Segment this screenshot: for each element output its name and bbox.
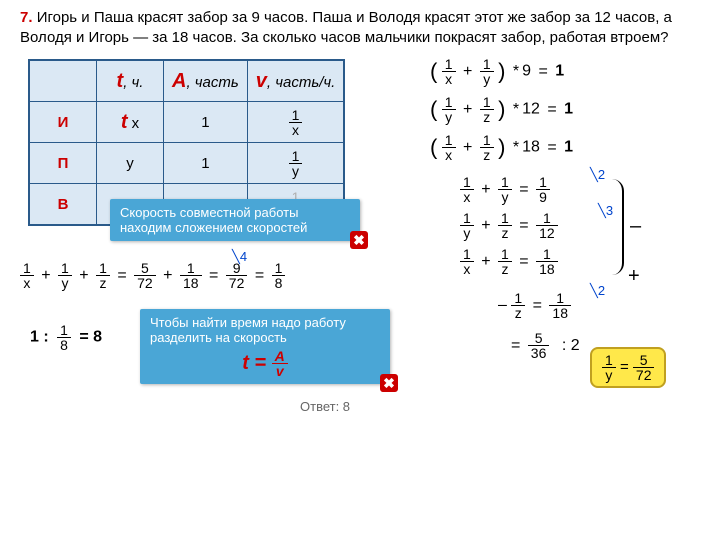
solution-area: t, ч. A, часть v, часть/ч. И t x 1 1x П …: [0, 51, 720, 501]
close-icon[interactable]: ✖: [380, 374, 398, 392]
problem-statement: 7. Игорь и Паша красят забор за 9 часов.…: [0, 0, 720, 51]
answer-highlight: 1y = 572: [590, 347, 666, 388]
table-row: И t x 1 1x: [29, 102, 344, 143]
plus-sign: +: [628, 265, 640, 288]
time-calc: 1 : 18 = 8: [30, 323, 102, 352]
sum-eq: 1x + 1y + 1z = 572 + 118 = 972 = 18: [20, 261, 285, 290]
problem-body: Игорь и Паша красят забор за 9 часов. Па…: [20, 9, 672, 46]
annot-sub: ╲2: [590, 283, 605, 299]
sys-eq-2: ( 1y + 1z ) *12 = 1: [430, 95, 573, 124]
close-icon[interactable]: ✖: [350, 231, 368, 249]
sys2-eq-2: 1y + 1z = 112: [460, 211, 558, 240]
formula-t: t = Av: [242, 352, 288, 374]
sys-eq-1: ( 1x + 1y ) *9 = 1: [430, 57, 564, 86]
problem-number: 7.: [20, 9, 33, 26]
minus-sign: –: [630, 215, 641, 238]
sub2-eq: = 536 : 2: [508, 331, 583, 360]
table-row: П y 1 1y: [29, 143, 344, 184]
final-answer: Ответ: 8: [300, 399, 350, 414]
annot-sum: ╲4: [232, 249, 247, 265]
sys2-eq-3: 1x + 1z = 118: [460, 247, 558, 276]
sys-eq-3: ( 1x + 1z ) *18 = 1: [430, 133, 573, 162]
sub-eq: – 1z = 118: [498, 291, 571, 320]
sys2-eq-1: 1x + 1y = 19: [460, 175, 550, 204]
annot-2: ╲2: [590, 167, 605, 183]
tooltip-time: Чтобы найти время надо работу разделить …: [140, 309, 390, 384]
tooltip-speed: Скорость совместной работы находим сложе…: [110, 199, 360, 241]
brace-icon: [612, 179, 624, 275]
annot-3: ╲3: [598, 203, 613, 219]
